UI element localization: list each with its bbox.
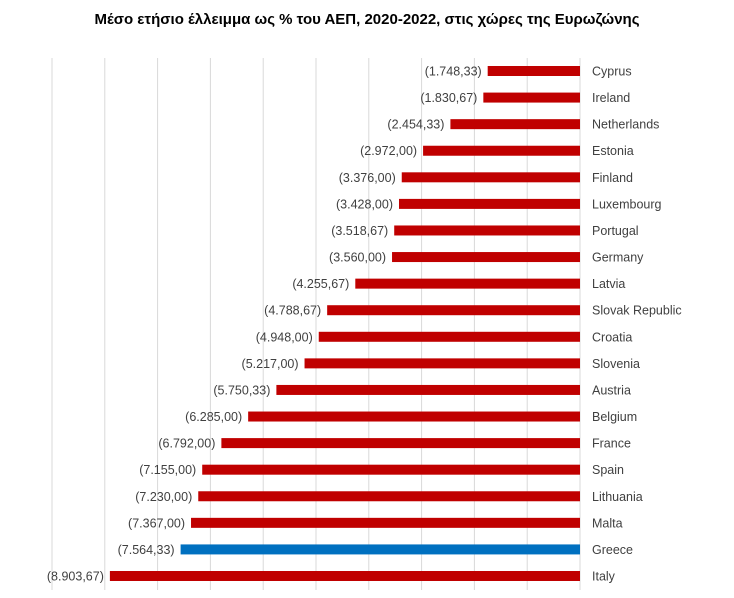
category-label: Italy bbox=[592, 570, 616, 584]
bar-slovenia bbox=[304, 358, 580, 369]
category-label: Luxembourg bbox=[592, 197, 662, 211]
bar-ireland bbox=[483, 92, 580, 103]
data-label: (7.155,00) bbox=[139, 463, 196, 477]
category-label: Austria bbox=[592, 383, 631, 397]
bar-malta bbox=[191, 517, 580, 528]
category-label: Slovenia bbox=[592, 357, 640, 371]
category-label: Croatia bbox=[592, 330, 632, 344]
bar-slovak-republic bbox=[327, 305, 580, 316]
chart-title: Μέσο ετήσιο έλλειμμα ως % του ΑΕΠ, 2020-… bbox=[94, 11, 639, 28]
data-label: (7.367,00) bbox=[128, 516, 185, 530]
bar-spain bbox=[202, 464, 580, 475]
data-label: (3.428,00) bbox=[336, 197, 393, 211]
category-label: Greece bbox=[592, 543, 633, 557]
category-label: Ireland bbox=[592, 91, 630, 105]
bar-estonia bbox=[423, 145, 580, 156]
bar-greece bbox=[180, 544, 580, 555]
data-label: (6.285,00) bbox=[185, 410, 242, 424]
category-label: Finland bbox=[592, 171, 633, 185]
category-label: France bbox=[592, 437, 631, 451]
bar-netherlands bbox=[450, 119, 580, 130]
bar-italy bbox=[109, 571, 580, 581]
bar-austria bbox=[276, 384, 580, 395]
category-label: Slovak Republic bbox=[592, 304, 682, 318]
data-label: (5.217,00) bbox=[242, 357, 299, 371]
category-label: Belgium bbox=[592, 410, 637, 424]
category-label: Malta bbox=[592, 516, 623, 530]
data-label: (7.564,33) bbox=[118, 543, 175, 557]
bar-lithuania bbox=[198, 491, 581, 502]
category-label: Latvia bbox=[592, 277, 625, 291]
bars: (1.748,33) Cyprus (1.830,67) Ireland (2.454,… bbox=[47, 65, 682, 584]
bar-latvia bbox=[355, 278, 580, 289]
gridlines bbox=[51, 58, 581, 590]
bar-france bbox=[221, 438, 581, 449]
data-label: (8.903,67) bbox=[47, 570, 104, 584]
category-label: Netherlands bbox=[592, 118, 659, 132]
bar-cyprus bbox=[487, 66, 580, 76]
category-label: Estonia bbox=[592, 144, 634, 158]
data-label: (6.792,00) bbox=[158, 437, 215, 451]
data-label: (7.230,00) bbox=[135, 490, 192, 504]
category-label: Portugal bbox=[592, 224, 639, 238]
category-label: Spain bbox=[592, 463, 624, 477]
data-label: (3.518,67) bbox=[331, 224, 388, 238]
category-label: Lithuania bbox=[592, 490, 643, 504]
data-label: (3.560,00) bbox=[329, 251, 386, 265]
category-label: Germany bbox=[592, 251, 644, 265]
data-label: (4.788,67) bbox=[264, 304, 321, 318]
bar-croatia bbox=[318, 331, 580, 342]
bar-belgium bbox=[248, 411, 581, 422]
data-label: (4.255,67) bbox=[292, 277, 349, 291]
data-label: (1.830,67) bbox=[420, 91, 477, 105]
data-label: (1.748,33) bbox=[425, 65, 482, 79]
bar-luxembourg bbox=[399, 198, 580, 209]
bar-portugal bbox=[394, 225, 580, 236]
data-label: (2.454,33) bbox=[387, 118, 444, 132]
data-label: (4.948,00) bbox=[256, 330, 313, 344]
bar-finland bbox=[401, 172, 580, 183]
data-label: (2.972,00) bbox=[360, 144, 417, 158]
data-label: (5.750,33) bbox=[213, 383, 270, 397]
category-label: Cyprus bbox=[592, 65, 632, 79]
bar-germany bbox=[392, 252, 580, 263]
data-label: (3.376,00) bbox=[339, 171, 396, 185]
